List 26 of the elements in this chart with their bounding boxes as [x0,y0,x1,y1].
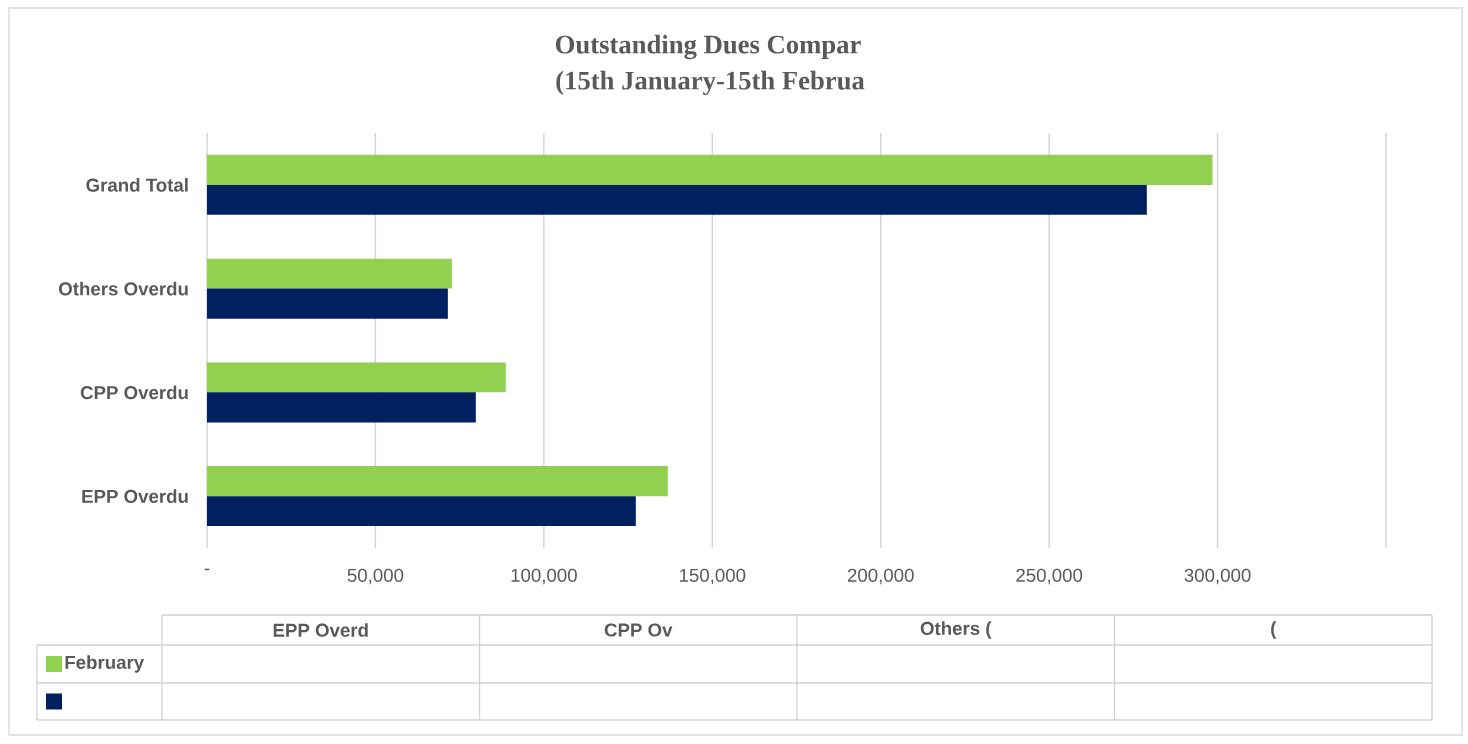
y-tick-label: EPP Overdu [82,489,188,503]
x-tick-label: 300,000 [1184,568,1251,585]
bar [207,288,448,319]
x-tick-label: 250,000 [1016,568,1083,585]
x-tick-label: 100,000 [511,568,577,585]
text: EPP Overd [273,623,368,637]
bar [207,258,452,289]
y-tick-label: CPP Overdu [80,385,188,400]
chart-title: Outstanding Dues Compar [555,34,861,60]
bar [207,184,1147,215]
bar [207,496,636,527]
bar [207,392,476,423]
text: CPP Ov [604,623,673,637]
bar [207,154,1213,185]
chart-subtitle: (15th January-15th Februa [556,70,865,96]
x-tick-label: 150,000 [679,568,746,585]
x-tick-label: - [204,568,210,571]
y-tick-label: Others Overdu [59,281,188,296]
text: Others ( [920,621,992,639]
x-tick-label: 200,000 [847,568,914,585]
y-tick-label: Grand Total [86,178,188,192]
bar [207,362,506,393]
text: ( [1271,621,1277,639]
bar [207,466,668,497]
x-tick-label: 50,000 [347,568,404,585]
legend-label: February [65,655,145,673]
